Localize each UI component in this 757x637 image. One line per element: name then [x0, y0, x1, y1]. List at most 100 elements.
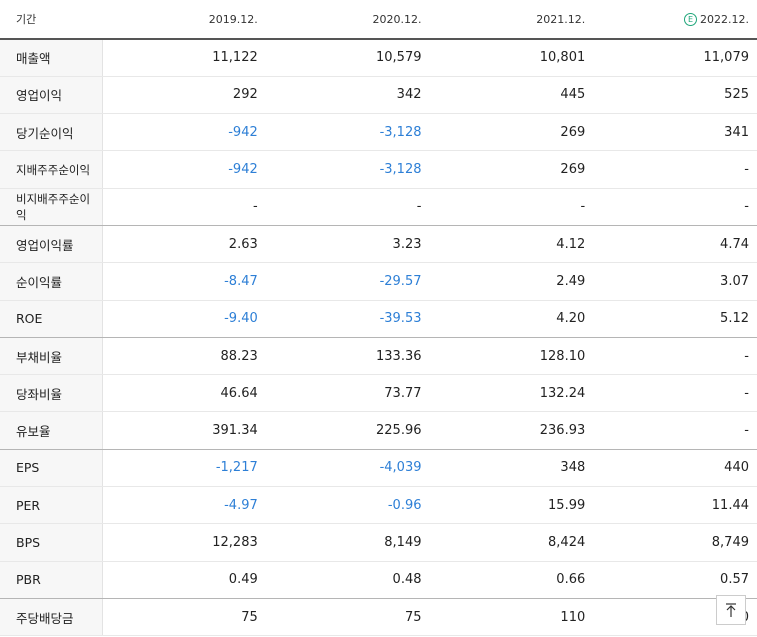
- table-cell: 4.12: [429, 225, 594, 264]
- table-cell: 292: [102, 76, 266, 115]
- year-header: 2019.12.: [102, 0, 266, 40]
- table-cell: -39.53: [265, 300, 430, 338]
- table-row: 순이익률 -8.47 -29.57 2.49 3.07: [0, 262, 757, 301]
- table-cell: 75: [102, 598, 266, 637]
- table-cell: 341: [593, 113, 757, 152]
- table-cell: -: [429, 188, 594, 226]
- row-label: 주당배당금: [0, 598, 103, 637]
- table-cell: 15.99: [429, 486, 594, 525]
- table-cell: -29.57: [265, 262, 430, 301]
- table-cell: 445: [429, 76, 594, 115]
- row-label: 당기순이익: [0, 113, 103, 152]
- table-cell: 75: [265, 598, 430, 637]
- row-label: 비지배주주순이익: [0, 188, 103, 226]
- table-cell: 269: [429, 113, 594, 152]
- table-cell: 440: [593, 449, 757, 488]
- table-cell: -8.47: [102, 262, 266, 301]
- table-cell: -9.40: [102, 300, 266, 338]
- table-cell: 0.57: [593, 561, 757, 599]
- year-header: 2020.12.: [265, 0, 430, 40]
- table-cell: 5.12: [593, 300, 757, 338]
- table-row: 부채비율 88.23 133.36 128.10-: [0, 337, 757, 376]
- table-cell: -1,217: [102, 449, 266, 488]
- table-row: PBR 0.49 0.48 0.66 0.57: [0, 561, 757, 599]
- table-cell: 110: [429, 598, 594, 637]
- period-header: 기간: [0, 0, 102, 40]
- row-label: 영업이익률: [0, 225, 103, 264]
- table-cell: 391.34: [102, 411, 266, 450]
- table-cell: 88.23: [102, 337, 266, 376]
- table-cell: 0.66: [429, 561, 594, 599]
- table-cell: -0.96: [265, 486, 430, 525]
- table-cell: 225.96: [265, 411, 430, 450]
- table-row: 영업이익률 2.63 3.23 4.12 4.74: [0, 225, 757, 264]
- row-label: 당좌비율: [0, 374, 103, 413]
- row-label: 매출액: [0, 39, 103, 77]
- table-cell: 128.10: [429, 337, 594, 376]
- table-cell: -: [593, 411, 757, 450]
- table-cell: -4.97: [102, 486, 266, 525]
- table-cell: 133.36: [265, 337, 430, 376]
- table-cell: 348: [429, 449, 594, 488]
- table-cell: -3,128: [265, 150, 430, 189]
- row-label: 지배주주순이익: [0, 150, 103, 189]
- table-row: 비지배주주순이익 - - - -: [0, 188, 757, 226]
- table-row: EPS -1,217 -4,039 348 440: [0, 449, 757, 488]
- table-row: PER -4.97 -0.96 15.99 11.44: [0, 486, 757, 525]
- table-cell: 46.64: [102, 374, 266, 413]
- table-cell: 3.23: [265, 225, 430, 264]
- table-cell: 4.20: [429, 300, 594, 338]
- table-cell: 342: [265, 76, 430, 115]
- header-row: 기간 2019.12. 2020.12. 2021.12. E 2022.12.: [0, 0, 757, 40]
- row-label: ROE: [0, 300, 103, 338]
- table-cell: -4,039: [265, 449, 430, 488]
- table-cell: 8,424: [429, 523, 594, 562]
- row-label: 순이익률: [0, 262, 103, 301]
- table-row: 당좌비율 46.64 73.77 132.24-: [0, 374, 757, 413]
- table-cell: 132.24: [429, 374, 594, 413]
- table-row: 주당배당금75751100: [0, 598, 757, 637]
- table-cell: 236.93: [429, 411, 594, 450]
- table-cell: 10,579: [265, 39, 430, 77]
- table-cell: 8,149: [265, 523, 430, 562]
- table-cell: 269: [429, 150, 594, 189]
- table-cell: 0.49: [102, 561, 266, 599]
- arrow-up-to-top-icon: [726, 603, 736, 617]
- row-label: 유보율: [0, 411, 103, 450]
- year-header: 2021.12.: [429, 0, 594, 40]
- table-cell: 11.44: [593, 486, 757, 525]
- table-cell: -: [593, 188, 757, 226]
- scroll-to-top-button[interactable]: [716, 595, 746, 625]
- table-cell: -: [593, 337, 757, 376]
- table-cell: -: [265, 188, 430, 226]
- table-row: 매출액 11,122 10,579 10,801 11,079: [0, 39, 757, 77]
- table-cell: 4.74: [593, 225, 757, 264]
- table-cell: 2.49: [429, 262, 594, 301]
- row-label: 부채비율: [0, 337, 103, 376]
- table-cell: -: [593, 150, 757, 189]
- table-cell: 3.07: [593, 262, 757, 301]
- table-cell: 11,122: [102, 39, 266, 77]
- year-header-estimate: E 2022.12.: [593, 0, 757, 40]
- table-cell: -3,128: [265, 113, 430, 152]
- table-cell: 73.77: [265, 374, 430, 413]
- table-cell: 10,801: [429, 39, 594, 77]
- table-row: 당기순이익 -942 -3,128 269 341: [0, 113, 757, 152]
- year-header-label: 2022.12.: [700, 12, 749, 26]
- table-row: BPS 12,283 8,149 8,424 8,749: [0, 523, 757, 562]
- row-label: PBR: [0, 561, 103, 599]
- row-label: 영업이익: [0, 76, 103, 115]
- row-label: EPS: [0, 449, 103, 488]
- table-cell: -: [102, 188, 266, 226]
- table-row: ROE -9.40 -39.53 4.20 5.12: [0, 300, 757, 338]
- table-row: 유보율 391.34 225.96 236.93-: [0, 411, 757, 450]
- row-label: BPS: [0, 523, 103, 562]
- table-cell: 12,283: [102, 523, 266, 562]
- row-label: PER: [0, 486, 103, 525]
- table-cell: 8,749: [593, 523, 757, 562]
- table-row: 지배주주순이익 -942 -3,128 269-: [0, 150, 757, 189]
- table-cell: -: [593, 374, 757, 413]
- table-cell: 0.48: [265, 561, 430, 599]
- table-cell: -942: [102, 113, 266, 152]
- estimate-icon: E: [684, 12, 698, 26]
